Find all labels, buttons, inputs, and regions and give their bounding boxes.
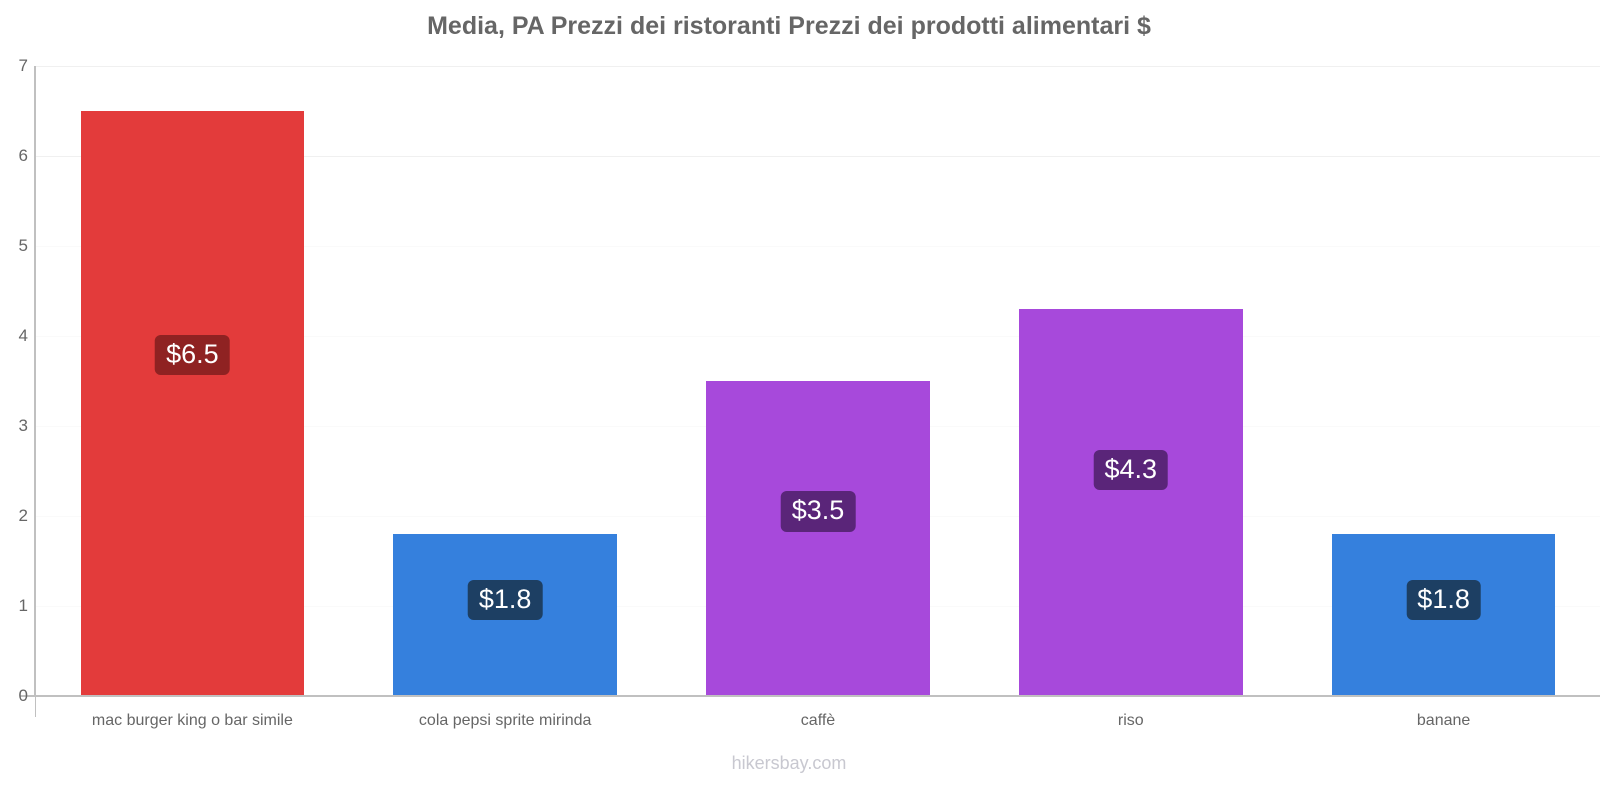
- y-axis-tick-below-baseline: [35, 697, 36, 717]
- x-axis-label: caffè: [800, 712, 836, 729]
- y-axis-tick-labels: 0 1 2 3 4 5 6 7: [0, 56, 28, 705]
- y-tick-label-7: 7: [18, 56, 28, 75]
- y-tick-label-0: 0: [18, 686, 28, 705]
- plot-area: $6.5 $1.8 $3.5 $4.3 $1.8: [36, 66, 1600, 697]
- bar-rect: [1018, 309, 1243, 696]
- bar-rect: [706, 381, 930, 696]
- y-tick-label-6: 6: [18, 146, 28, 165]
- bar-value-label: $1.8: [1406, 580, 1481, 621]
- x-axis-category-labels: mac burger king o bar simile cola pepsi s…: [36, 712, 1600, 742]
- y-tick-label-4: 4: [18, 326, 28, 345]
- y-axis-line: [34, 66, 36, 697]
- bar[interactable]: $1.8: [393, 534, 617, 696]
- y-tick-label-5: 5: [18, 236, 28, 255]
- bar[interactable]: $6.5: [80, 111, 305, 696]
- gridline-7: [36, 66, 1600, 67]
- bar-rect: [80, 111, 305, 696]
- bar[interactable]: $1.8: [1331, 534, 1556, 696]
- chart-title: Media, PA Prezzi dei ristoranti Prezzi d…: [427, 12, 1151, 40]
- bar[interactable]: $3.5: [706, 381, 930, 696]
- bar-value-label: $4.3: [1093, 449, 1169, 490]
- bar[interactable]: $4.3: [1018, 309, 1243, 696]
- gridline-4: [36, 336, 1600, 337]
- bar-value-label: $3.5: [780, 491, 856, 532]
- gridline-6: [36, 156, 1600, 157]
- y-tick-label-3: 3: [18, 416, 28, 435]
- x-axis-line: [20, 695, 1600, 697]
- bar-value-label: $6.5: [155, 334, 230, 376]
- bar-value-label: $1.8: [467, 580, 543, 621]
- y-tick-label-2: 2: [18, 506, 28, 525]
- x-axis-label: cola pepsi sprite mirinda: [418, 712, 592, 729]
- gridline-5: [36, 246, 1600, 247]
- footer-credit: hikersbay.com: [731, 753, 847, 773]
- x-axis-label: banane: [1416, 712, 1471, 729]
- x-axis-label: mac burger king o bar simile: [91, 712, 293, 729]
- y-tick-label-1: 1: [18, 596, 28, 615]
- x-axis-label: riso: [1117, 712, 1144, 729]
